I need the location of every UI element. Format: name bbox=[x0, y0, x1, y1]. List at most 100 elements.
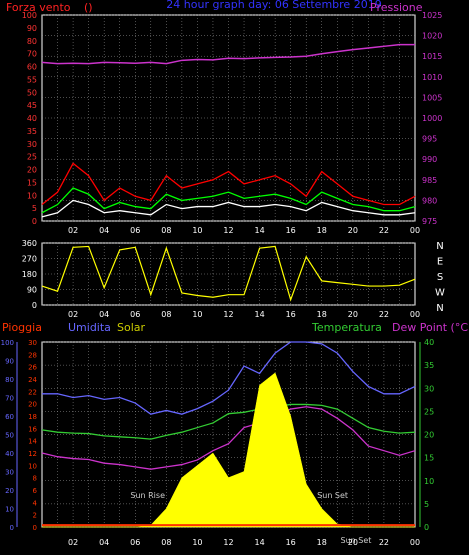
pressure-tick-label: 1025 bbox=[422, 11, 442, 20]
pressure-tick-label: 1020 bbox=[422, 32, 442, 41]
humidity-tick-label: 0 bbox=[10, 524, 14, 532]
wind-tick-label: 50 bbox=[27, 88, 37, 97]
humidity-tick-label: 30 bbox=[5, 469, 14, 477]
x-tick-label: 04 bbox=[99, 226, 109, 235]
x-tick-label: 18 bbox=[317, 226, 327, 235]
rain-tick-label: 12 bbox=[28, 450, 37, 458]
x-tick-label: 02 bbox=[68, 538, 78, 547]
temperature-tick-label: 15 bbox=[424, 454, 434, 463]
wind-tick-label: 100 bbox=[22, 11, 37, 20]
humidity-tick-label: 50 bbox=[5, 432, 14, 440]
x-tick-label: 00 bbox=[410, 226, 420, 235]
pressure-tick-label: 995 bbox=[422, 135, 437, 144]
wind-tick-label: 40 bbox=[27, 114, 37, 123]
x-tick-label: 04 bbox=[99, 538, 109, 547]
rain-tick-label: 0 bbox=[33, 524, 37, 532]
dewpoint-axis-label: Dew Point (°C) bbox=[392, 321, 469, 334]
rain-tick-label: 16 bbox=[28, 425, 37, 433]
wind-axis-label: Forza vento bbox=[6, 1, 71, 14]
wind-unit-label: () bbox=[84, 1, 93, 14]
x-tick-label: 14 bbox=[254, 538, 264, 547]
x-tick-label: 22 bbox=[379, 226, 389, 235]
x-tick-label: 16 bbox=[286, 538, 296, 547]
x-tick-label: 08 bbox=[161, 538, 171, 547]
direction-tick-label: 360 bbox=[22, 239, 37, 248]
pressure-tick-label: 1015 bbox=[422, 52, 442, 61]
x-tick-label: 06 bbox=[130, 310, 140, 319]
sun-annotation: Sun Rise bbox=[130, 491, 165, 500]
pressure-tick-label: 1010 bbox=[422, 73, 442, 82]
temperature-tick-label: 20 bbox=[424, 431, 434, 440]
humidity-axis-label: Umidita bbox=[68, 321, 111, 334]
x-tick-label: 00 bbox=[410, 310, 420, 319]
x-tick-label: 22 bbox=[379, 538, 389, 547]
x-tick-label: 18 bbox=[317, 538, 327, 547]
temperature-tick-label: 35 bbox=[424, 361, 434, 370]
rain-tick-label: 18 bbox=[28, 413, 37, 421]
x-tick-label: 04 bbox=[99, 310, 109, 319]
rain-tick-label: 8 bbox=[33, 475, 37, 483]
compass-label: E bbox=[437, 257, 443, 268]
pressure-line bbox=[41, 43, 415, 65]
temperature-axis-label: Temperatura bbox=[311, 321, 382, 334]
wind-tick-label: 30 bbox=[27, 140, 37, 149]
rain-tick-label: 30 bbox=[28, 339, 37, 347]
x-tick-label: 06 bbox=[130, 226, 140, 235]
humidity-tick-label: 40 bbox=[5, 450, 14, 458]
compass-label: S bbox=[437, 272, 443, 283]
rain-tick-label: 28 bbox=[28, 351, 37, 359]
compass-label: W bbox=[435, 288, 445, 299]
humidity-line bbox=[42, 341, 416, 415]
temperature-line bbox=[41, 403, 416, 440]
wind-tick-label: 15 bbox=[27, 178, 37, 187]
rain-tick-label: 22 bbox=[28, 388, 37, 396]
temperature-tick-label: 25 bbox=[424, 407, 434, 416]
pressure-axis-label: Pressione bbox=[370, 1, 423, 14]
x-tick-label: 08 bbox=[161, 226, 171, 235]
direction-tick-label: 180 bbox=[22, 270, 37, 279]
wind-tick-label: 90 bbox=[27, 24, 37, 33]
temperature-tick-label: 30 bbox=[424, 384, 434, 393]
wind-tick-label: 25 bbox=[27, 153, 37, 162]
wind-tick-label: 10 bbox=[27, 191, 37, 200]
temperature-tick-label: 0 bbox=[424, 523, 429, 532]
compass-label: N bbox=[436, 241, 443, 252]
wind-tick-label: 20 bbox=[27, 166, 37, 175]
x-tick-label: 10 bbox=[192, 226, 202, 235]
wind-tick-label: 60 bbox=[27, 63, 37, 72]
x-tick-label: 12 bbox=[223, 226, 233, 235]
wind-tick-label: 45 bbox=[27, 101, 37, 110]
wind-tick-label: 55 bbox=[27, 75, 37, 84]
x-tick-label: 06 bbox=[130, 538, 140, 547]
wind-direction-line bbox=[41, 245, 416, 302]
wind-tick-label: 0 bbox=[32, 217, 37, 226]
direction-tick-label: 90 bbox=[27, 286, 37, 295]
rain-tick-label: 10 bbox=[28, 462, 37, 470]
rain-tick-label: 14 bbox=[28, 438, 37, 446]
wind-pressure-panel: 9759809859909951000100510101015102010250… bbox=[22, 11, 443, 235]
wind-tick-label: 5 bbox=[32, 204, 37, 213]
humidity-temperature-panel: 0510152025303540010203040506070809010002… bbox=[1, 338, 435, 547]
wind-average-line bbox=[41, 199, 416, 218]
pressure-tick-label: 990 bbox=[422, 155, 437, 164]
x-tick-label: 16 bbox=[286, 226, 296, 235]
rain-tick-label: 6 bbox=[33, 487, 38, 495]
x-tick-label: 14 bbox=[254, 310, 264, 319]
x-tick-label: 14 bbox=[254, 226, 264, 235]
humidity-tick-label: 70 bbox=[5, 395, 14, 403]
x-tick-label: 10 bbox=[192, 538, 202, 547]
humidity-tick-label: 60 bbox=[5, 413, 14, 421]
humidity-tick-label: 10 bbox=[5, 506, 14, 514]
rain-tick-label: 24 bbox=[28, 376, 37, 384]
x-tick-label: 20 bbox=[348, 310, 358, 319]
humidity-tick-label: 100 bbox=[1, 339, 14, 347]
solar-axis-label: Solar bbox=[117, 321, 146, 334]
x-tick-label: 12 bbox=[223, 538, 233, 547]
temperature-tick-label: 10 bbox=[424, 477, 434, 486]
pressure-tick-label: 985 bbox=[422, 176, 437, 185]
wind-green-line bbox=[41, 187, 416, 214]
pressure-tick-label: 980 bbox=[422, 196, 437, 205]
humidity-tick-label: 80 bbox=[5, 376, 14, 384]
sun-annotation: Sun Set bbox=[317, 491, 348, 500]
